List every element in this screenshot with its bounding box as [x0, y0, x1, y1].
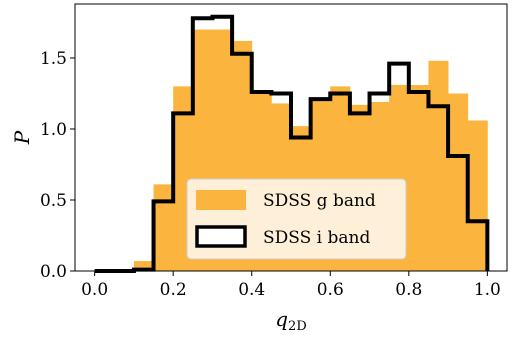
x-axis-ticks: 0.0 0.2 0.4 0.6 0.8 1.0	[81, 271, 501, 300]
g-band-bar	[408, 84, 429, 272]
x-tick-label: 0.6	[317, 280, 344, 300]
plot-frame	[74, 3, 508, 272]
i-band-step-line	[94, 14, 490, 273]
x-tick-label: 0.8	[395, 280, 422, 300]
y-tick-label: 1.0	[40, 120, 67, 140]
y-axis-label: P	[10, 130, 34, 145]
legend-swatch-g-band	[196, 190, 246, 210]
y-tick-label: 0.5	[40, 191, 67, 211]
g-band-bar	[133, 261, 154, 271]
g-band-bar	[467, 120, 488, 271]
x-tick-label: 0.4	[238, 280, 265, 300]
legend-swatch-i-band	[195, 225, 247, 248]
y-tick-label: 1.5	[40, 49, 67, 69]
i-band-step-outline	[94, 14, 490, 273]
y-tick-label: 0.0	[40, 262, 67, 282]
g-band-bar	[153, 184, 174, 271]
x-axis-label: q2D	[275, 307, 307, 334]
legend-label-i-band: SDSS i band	[263, 228, 370, 248]
x-tick-label: 0.0	[81, 280, 108, 300]
x-axis-label-main: q	[275, 307, 288, 331]
y-axis-ticks: 0.0 0.5 1.0 1.5	[40, 49, 75, 282]
x-tick-label: 1.0	[474, 280, 501, 300]
legend-label-g-band: SDSS g band	[263, 191, 376, 211]
x-axis-label-subscript: 2D	[288, 319, 307, 334]
g-band-bar	[448, 93, 469, 271]
g-band-bar	[428, 60, 449, 272]
x-tick-label: 0.2	[160, 280, 187, 300]
legend: SDSS g band SDSS i band	[186, 178, 407, 260]
